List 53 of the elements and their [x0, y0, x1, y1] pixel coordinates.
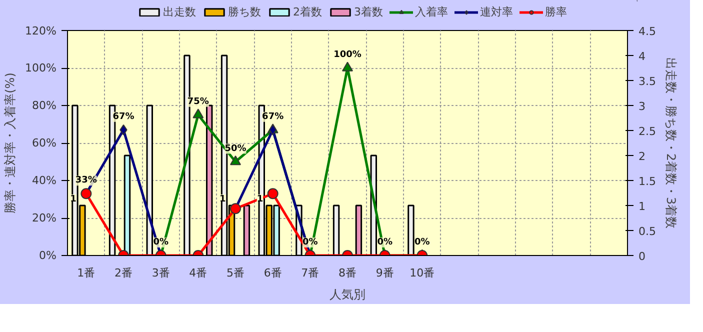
- x-axis-title: 人気別: [330, 288, 366, 302]
- y-tick-label: 0%: [39, 249, 56, 262]
- annotation: 100%: [334, 50, 362, 60]
- y2-tick-label: 4: [638, 50, 646, 63]
- data-label: 1: [220, 194, 226, 204]
- y2-tick-label: 1: [638, 200, 646, 213]
- legend-label: 勝率: [545, 4, 567, 20]
- legend-label: 3着数: [354, 4, 383, 20]
- x-tick-label: 1番: [77, 266, 96, 280]
- annotation: 0%: [302, 238, 318, 248]
- y-tick-label: 100%: [25, 62, 57, 74]
- x-tick-label: 3番: [152, 266, 170, 280]
- annotation: 0%: [153, 238, 168, 248]
- y2-tick-label: 4.5: [638, 25, 656, 38]
- x-tick-label: 4番: [189, 266, 208, 280]
- x-tick-label: 9番: [376, 266, 394, 280]
- legend-label: 勝ち数: [228, 4, 261, 20]
- y-tick-label: 120%: [25, 24, 57, 38]
- y2-tick-label: 0.5: [638, 225, 656, 238]
- point: [230, 155, 241, 166]
- y2-tick-label: 3: [638, 100, 646, 113]
- data-label: 1: [256, 194, 264, 204]
- annotation: 0%: [377, 238, 392, 248]
- data-label: 1: [70, 194, 76, 204]
- x-tick-label: 7番: [301, 266, 320, 280]
- y-tick-label: 40%: [32, 174, 57, 187]
- annotation: 75%: [187, 96, 209, 107]
- y-tick-label: 80%: [32, 99, 57, 112]
- annotation: 33%: [75, 176, 97, 186]
- x-tick-label: 8番: [338, 266, 356, 280]
- legend-label: 連対率: [480, 4, 513, 20]
- y2-tick-label: 3.5: [638, 75, 656, 88]
- annotation: 50%: [224, 144, 246, 154]
- x-tick-label: 2番: [114, 266, 132, 280]
- point: [192, 108, 204, 118]
- y-axis-title: 勝率・連対率・入着率(%): [3, 72, 18, 214]
- y2-axis-title: 出走数・勝ち数・2着数・3着数: [664, 57, 678, 229]
- legend-label: 2着数: [293, 4, 322, 20]
- x-tick-label: 5番: [226, 266, 244, 280]
- annotation: 0%: [414, 238, 430, 248]
- y2-tick-label: 0: [638, 250, 646, 263]
- annotation: 67%: [262, 112, 284, 122]
- x-tick-label: 10番: [410, 266, 435, 280]
- legend-label: 出走数: [163, 4, 196, 20]
- legend-label: 入着率: [415, 4, 448, 20]
- y2-tick-label: 2: [638, 150, 646, 163]
- x-tick-label: 6番: [264, 266, 282, 280]
- y-tick-label: 60%: [32, 136, 57, 150]
- y2-tick-label: 1.5: [638, 175, 656, 188]
- y-tick-label: 20%: [32, 212, 57, 224]
- point: [342, 62, 353, 72]
- y2-tick-label: 2.5: [638, 125, 656, 138]
- annotation: 67%: [112, 112, 134, 122]
